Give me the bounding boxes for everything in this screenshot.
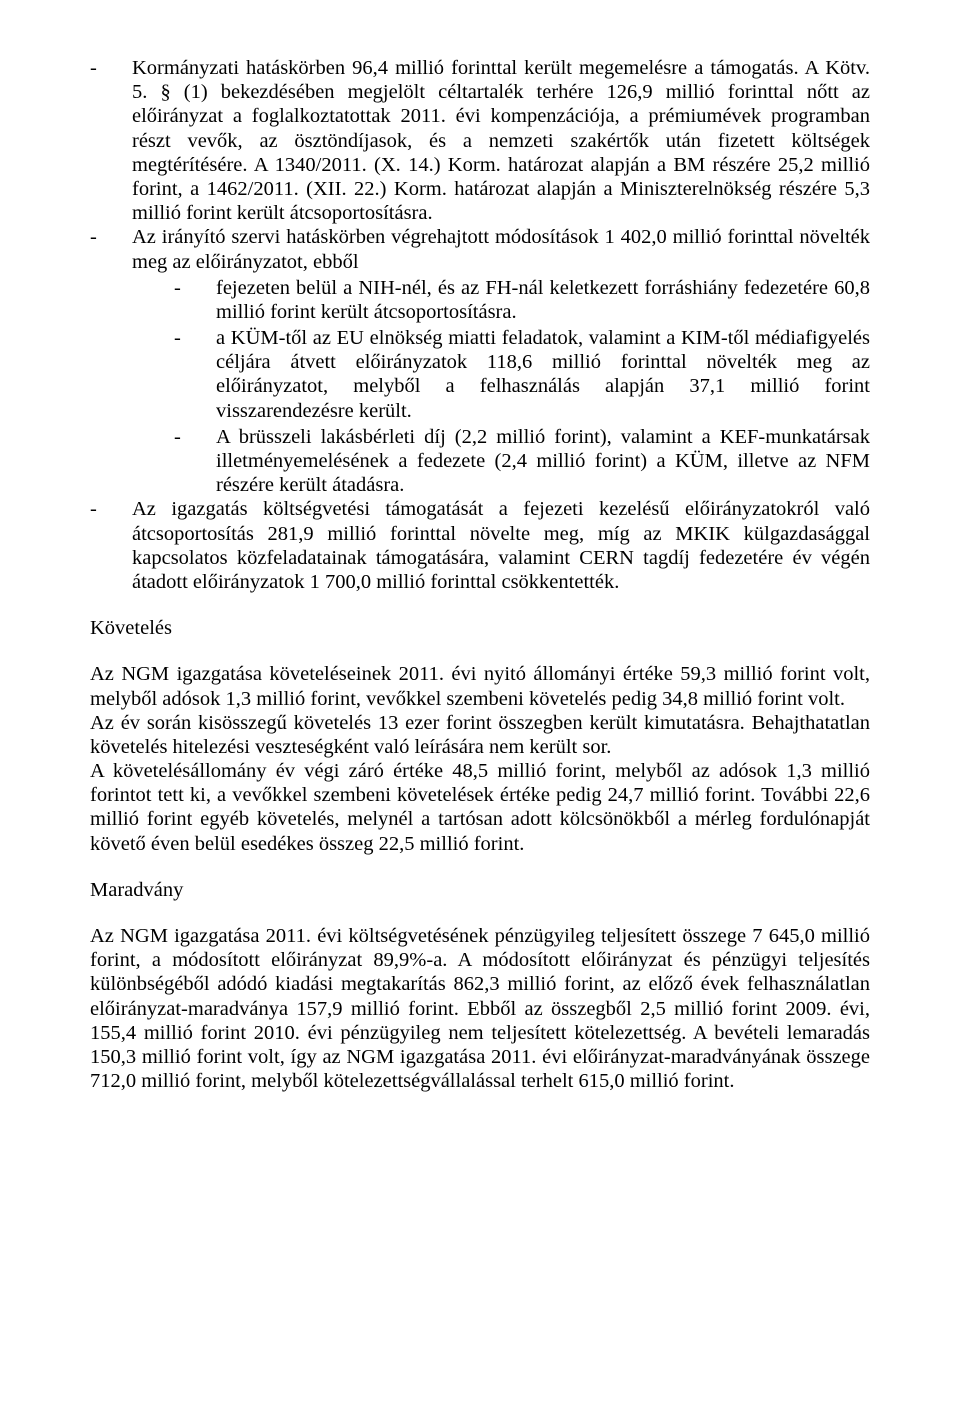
sub-bullet-text: A brüsszeli lakásbérleti díj (2,2 millió…: [216, 426, 870, 496]
sub-bullet-2: - a KÜM-től az EU elnökség miatti felada…: [174, 326, 870, 423]
bullet-dash: -: [174, 326, 181, 350]
bullet-dash: -: [174, 276, 181, 300]
bullet-dash: -: [90, 497, 97, 521]
koveteles-paragraph-1: Az NGM igazgatása követeléseinek 2011. é…: [90, 662, 870, 710]
bullet-dash: -: [90, 225, 97, 249]
bullet-dash: -: [174, 425, 181, 449]
koveteles-paragraph-3: A követelésállomány év végi záró értéke …: [90, 759, 870, 856]
sub-bullet-1: - fejezeten belül a NIH-nél, és az FH-ná…: [174, 276, 870, 324]
koveteles-paragraph-2: Az év során kisösszegű követelés 13 ezer…: [90, 711, 870, 759]
bullet-text: Az irányító szervi hatáskörben végrehajt…: [132, 226, 870, 272]
bullet-text: Az igazgatás költségvetési támogatását a…: [132, 498, 870, 593]
bullet-item-1: - Kormányzati hatáskörben 96,4 millió fo…: [90, 56, 870, 225]
bullet-item-2: - Az irányító szervi hatáskörben végreha…: [90, 225, 870, 497]
bullet-text: Kormányzati hatáskörben 96,4 millió fori…: [132, 57, 870, 224]
sub-bullet-3: - A brüsszeli lakásbérleti díj (2,2 mill…: [174, 425, 870, 498]
bullet-item-3: - Az igazgatás költségvetési támogatását…: [90, 497, 870, 594]
bullet-dash: -: [90, 56, 97, 80]
koveteles-heading: Követelés: [90, 616, 870, 640]
sub-bullet-text: fejezeten belül a NIH-nél, és az FH-nál …: [216, 277, 870, 323]
sub-list: - fejezeten belül a NIH-nél, és az FH-ná…: [132, 276, 870, 498]
sub-bullet-text: a KÜM-től az EU elnökség miatti feladato…: [216, 327, 870, 422]
maradvany-paragraph-1: Az NGM igazgatása 2011. évi költségvetés…: [90, 924, 870, 1093]
document-page: - Kormányzati hatáskörben 96,4 millió fo…: [0, 0, 960, 1149]
maradvany-heading: Maradvány: [90, 878, 870, 902]
